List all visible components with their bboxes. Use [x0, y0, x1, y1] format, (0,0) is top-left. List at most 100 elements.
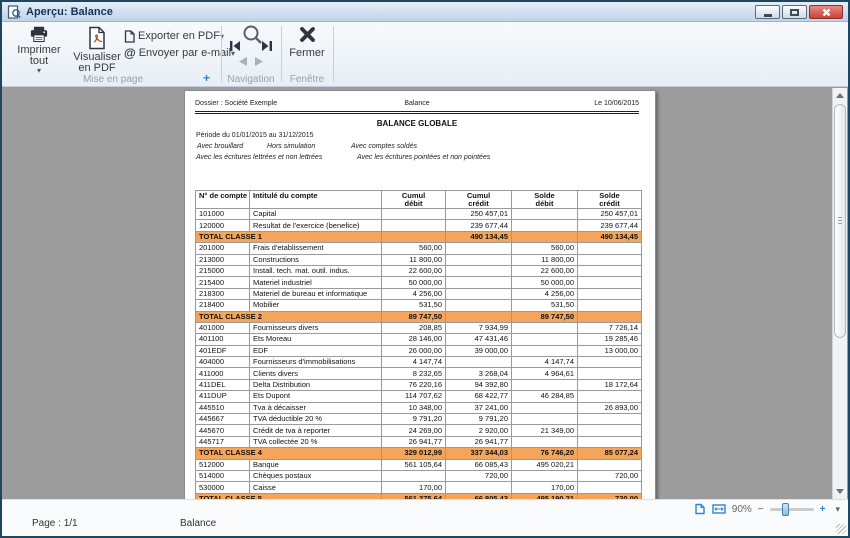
cumul-debit-amount: 22 600,00: [381, 264, 446, 278]
report-date: Le 10/06/2015: [594, 100, 639, 107]
cumul-debit-amount: 114 707,62: [381, 390, 446, 403]
account-number: 201000: [195, 242, 250, 255]
zoom-dropdown-icon[interactable]: ▾: [835, 503, 840, 514]
expand-plus-icon[interactable]: +: [202, 71, 210, 85]
minimize-button[interactable]: [755, 5, 780, 19]
zoom-slider-handle[interactable]: [781, 502, 789, 516]
report-header: Dossier : Société Exemple Balance Le 10/…: [195, 100, 639, 107]
close-preview-button[interactable]: Fermer: [285, 26, 329, 70]
table-row: 101000 Capital 250 457,01 250 457,01: [195, 207, 642, 221]
group-navigation: Navigation: [222, 22, 280, 87]
last-page-button[interactable]: [261, 40, 273, 52]
account-label: Frais d'etablissement: [249, 242, 382, 255]
cumul-debit-amount: 531,50: [381, 299, 446, 312]
minimize-icon: [763, 13, 772, 17]
print-all-button[interactable]: Imprimer tout ▾: [10, 25, 68, 75]
account-label: Ets Moreau: [249, 333, 382, 346]
account-label: Tva à décaisser: [249, 401, 382, 415]
zoom-magnifier-icon[interactable]: [242, 24, 264, 46]
cumul-credit-amount: 250 457,01: [445, 207, 512, 221]
solde-debit-amount: 11 800,00: [511, 253, 578, 266]
solde-debit-amount: 46 284,85: [511, 390, 578, 403]
solde-debit-amount: 89 747,50: [511, 310, 578, 323]
cumul-debit-amount: 50 000,00: [381, 276, 446, 289]
table-row: 218400 Mobilier 531,50 531,50: [195, 299, 642, 312]
solde-debit-amount: [511, 207, 578, 221]
solde-debit-amount: [511, 401, 578, 415]
cumul-debit-amount: 561 105,64: [381, 458, 446, 472]
solde-credit-amount: 720,00: [577, 469, 642, 483]
account-label: Chèques postaux: [249, 469, 382, 483]
scroll-up-button[interactable]: [833, 88, 847, 103]
fit-page-icon[interactable]: [694, 503, 706, 515]
zoom-out-button[interactable]: −: [757, 503, 764, 515]
cumul-credit-amount: [445, 299, 512, 312]
solde-debit-amount: 50 000,00: [511, 276, 578, 289]
solde-debit-amount: [511, 435, 578, 449]
first-page-button[interactable]: [229, 40, 241, 52]
solde-debit-amount: [511, 219, 578, 232]
cumul-debit-amount: 26 941,77: [381, 435, 446, 449]
cumul-debit-amount: [381, 219, 446, 232]
account-number: 411DEL: [195, 378, 250, 392]
cumul-debit-amount: 9 791,20: [381, 413, 446, 426]
table-row: 201000 Frais d'etablissement 560,00 560,00: [195, 242, 642, 255]
cumul-credit-amount: 37 241,00: [445, 401, 512, 415]
previous-page-button[interactable]: [237, 56, 248, 67]
view-pdf-button[interactable]: Visualiser en PDF: [68, 25, 126, 75]
cumul-debit-amount: 26 000,00: [381, 344, 446, 358]
send-email-dropdown-icon[interactable]: ▾: [231, 48, 236, 58]
close-x-icon: [299, 27, 315, 42]
col-header-label: Intitulé du compte: [249, 190, 382, 209]
solde-credit-amount: 250 457,01: [577, 207, 642, 221]
account-label: TVA déductible 20 %: [249, 413, 382, 426]
close-icon: [822, 8, 830, 16]
table-row: 411DUP Ets Dupont 114 707,62 68 422,77 46 28…: [195, 390, 642, 403]
solde-debit-amount: 495 020,21: [511, 458, 578, 472]
cumul-debit-amount: 4 147,74: [381, 356, 446, 369]
maximize-button[interactable]: [782, 5, 807, 19]
scroll-down-button[interactable]: [833, 484, 847, 499]
cumul-credit-amount: 239 677,44: [445, 219, 512, 232]
fit-width-icon[interactable]: [712, 503, 726, 515]
solde-debit-amount: 21 349,00: [511, 424, 578, 437]
table-row: 401EDF EDF 26 000,00 39 000,00 13 000,00: [195, 344, 642, 358]
solde-credit-amount: [577, 356, 642, 369]
solde-credit-amount: 490 134,45: [577, 230, 642, 244]
total-row: TOTAL CLASSE 1 490 134,45 490 134,45: [195, 230, 642, 244]
arrow-down-icon: [836, 489, 844, 494]
solde-credit-amount: [577, 481, 642, 494]
cumul-credit-amount: 68 422,77: [445, 390, 512, 403]
preview-app-icon: [7, 4, 21, 19]
vertical-scrollbar[interactable]: [832, 88, 847, 499]
cumul-debit-amount: 76 220,16: [381, 378, 446, 392]
table-row: 213000 Constructions 11 800,00 11 800,00: [195, 253, 642, 266]
account-label: Materiel de bureau et informatique: [249, 287, 382, 301]
print-all-dropdown-icon[interactable]: ▾: [36, 66, 41, 75]
account-label: Delta Distribution: [249, 378, 382, 392]
close-window-button[interactable]: [809, 5, 843, 19]
titlebar: Aperçu: Balance: [2, 2, 848, 22]
cumul-credit-amount: 47 431,46: [445, 333, 512, 346]
cumul-debit-amount: 329 012,99: [381, 447, 446, 460]
send-email-button[interactable]: @ Envoyer par e-mail ▾: [124, 45, 235, 61]
account-label: Install. tech. mat. outil. indus.: [249, 264, 382, 278]
account-number: 404000: [195, 356, 250, 369]
zoom-in-button[interactable]: +: [819, 503, 826, 515]
table-row: 514000 Chèques postaux 720,00 720,00: [195, 469, 642, 483]
account-label: Constructions: [249, 253, 382, 266]
resize-grip[interactable]: [836, 524, 846, 534]
next-page-button[interactable]: [254, 56, 265, 67]
table-row: 215000 Install. tech. mat. outil. indus. 2…: [195, 264, 642, 278]
export-pdf-button[interactable]: Exporter en PDF ▾: [124, 28, 224, 44]
solde-debit-amount: [511, 230, 578, 244]
solde-credit-amount: [577, 413, 642, 426]
solde-credit-amount: [577, 435, 642, 449]
table-row: 445667 TVA déductible 20 % 9 791,20 9 791,2…: [195, 413, 642, 426]
zoom-slider[interactable]: [769, 502, 814, 516]
group-label-navigation: Navigation: [227, 74, 275, 85]
zoom-percentage: 90%: [731, 503, 752, 515]
account-number: 445717: [195, 435, 250, 449]
solde-credit-amount: [577, 424, 642, 437]
scrollbar-thumb[interactable]: [834, 104, 846, 338]
